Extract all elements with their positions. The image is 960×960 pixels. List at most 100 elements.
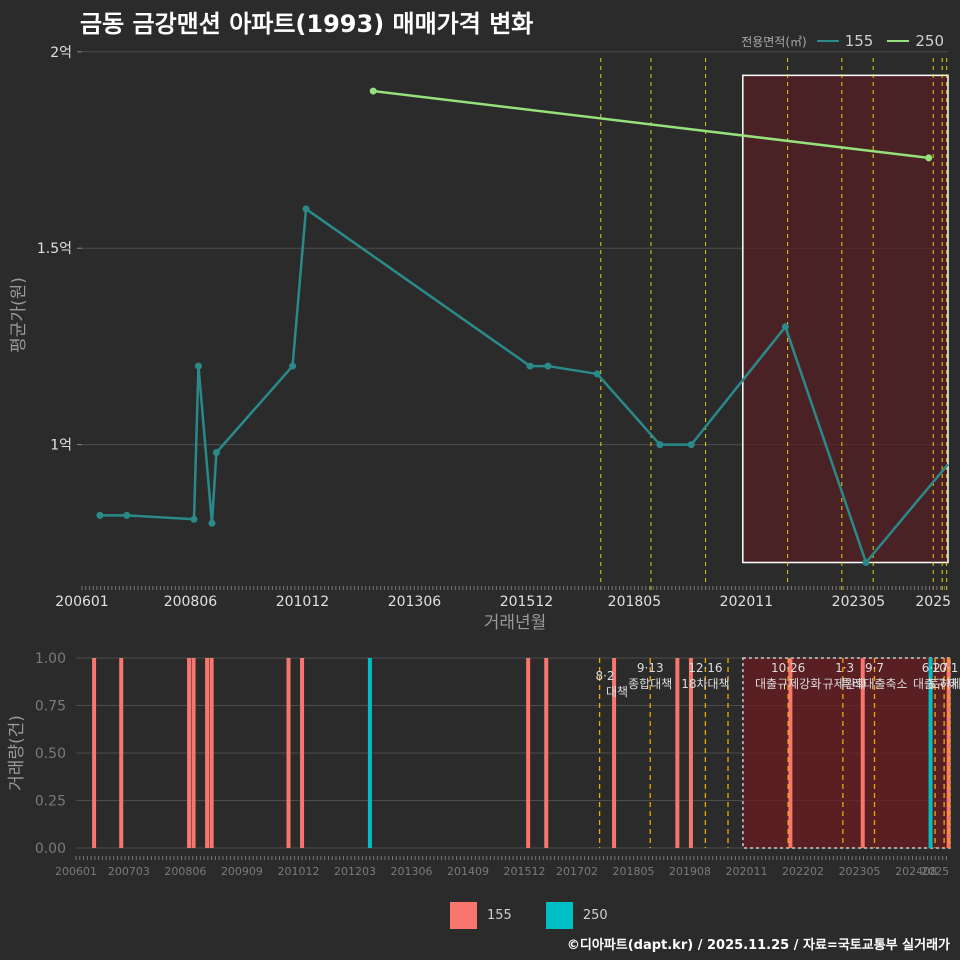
legend-swatch-250 [887,40,910,42]
data-point-155 [208,519,216,527]
bar-legend-label-155: 155 [487,908,512,923]
bar-y-tick-label: 0.50 [35,746,66,762]
bar-155 [187,658,192,848]
policy-name-label: 토허제 [928,677,960,691]
x-tick-label: 200601 [55,594,108,610]
data-point-155 [781,323,789,331]
bar-highlight-region [742,657,951,849]
line-legend: 전용면적(㎡) 155 250 [741,32,952,50]
bar-155 [612,658,617,848]
legend-title: 전용면적(㎡) [741,34,807,49]
x-tick-label: 200806 [164,594,218,610]
x-tick-label: 201306 [388,594,442,610]
bar-legend-label-250: 250 [582,908,608,923]
bar-legend-swatch-250 [545,902,573,929]
data-point-155 [96,511,104,519]
bar-155 [209,658,214,848]
data-point-155 [302,205,310,213]
bar-x-tick-label: 200703 [108,865,150,878]
bar-y-tick-label: 0.25 [35,794,66,810]
footer-credit: ©디아파트(dapt.kr) / 2025.11.25 / 자료=국토교통부 실… [566,938,950,953]
data-point-155 [212,449,220,456]
bar-155 [544,658,549,848]
y-tick-label: 1.5억 [37,241,72,257]
policy-name-label: 대책 [606,684,628,699]
chart-title: 금동 금강맨션 아파트(1993) 매매가격 변화 [80,10,534,38]
data-point-250 [369,87,377,95]
bar-155 [526,658,531,848]
data-point-155 [656,441,664,449]
policy-date-label: 10·1 [932,661,959,675]
policy-name-label: 특례대출축소 [841,677,907,691]
policy-date-label: 10·26 [771,661,805,675]
data-point-155 [289,362,297,370]
bar-y-axis-title: 거래량(건) [7,715,27,791]
policy-name-label: 대출규제 [913,677,957,691]
bar-155 [688,658,693,848]
bar-y-tick-label: 0.75 [35,699,66,715]
bar-155 [300,658,305,848]
data-point-250 [925,154,933,162]
policy-name-label: 종합대책 [628,676,672,691]
bar-155 [788,658,793,848]
bar-x-tick-label: 201203 [334,865,376,878]
bar-x-tick-label: 202011 [726,865,768,878]
data-point-155 [526,362,534,370]
bar-x-tick-label: 200909 [221,865,263,878]
policy-date-label: 1·3 [835,661,854,675]
bar-155 [191,658,196,848]
policy-name-label: 18차대책 [681,676,729,691]
x-tick-label: 201805 [608,594,661,610]
bar-x-tick-label: 200601 [55,865,97,878]
legend-label-250: 250 [915,32,944,50]
legend-label-155: 155 [844,32,874,50]
bar-155 [205,658,210,848]
data-point-155 [593,370,601,378]
bar-x-tick-label: 201306 [390,865,432,878]
bar-legend: 155 250 [450,902,608,929]
policy-date-label: 12·16 [688,661,722,675]
bar-x-tick-label: 201512 [504,865,546,878]
bar-155 [675,658,680,848]
x-tick-label: 2025 [915,594,951,610]
bar-x-tick-label: 201702 [556,865,598,878]
bar-x-tick-label: 200806 [164,865,206,878]
bar-250 [928,658,933,848]
data-point-155 [194,362,202,370]
data-point-155 [544,362,552,370]
x-tick-label: 201512 [500,594,553,610]
policy-date-label: 9·13 [637,661,664,675]
series-line-155 [99,207,949,564]
bar-155 [119,658,124,848]
bar-250 [367,658,372,848]
series-line-250 [373,89,929,160]
x-tick-label: 202011 [720,594,773,610]
bar-x-tick-label: 201409 [447,865,489,878]
policy-name-label: 규제완화 [823,677,867,691]
legend-swatch-155 [816,40,839,42]
x-axis-title: 거래년월 [484,613,547,633]
x-tick-label: 201012 [276,594,329,610]
y-axis-title: 평균가(원) [9,277,29,353]
policy-date-label: 6·27 [922,661,949,675]
y-tick-label: 2억 [50,45,72,61]
x-tick-label: 202305 [832,594,885,610]
bar-x-tick-label: 201012 [277,865,319,878]
bar-x-tick-label: 202408 [895,865,937,878]
bar-y-tick-label: 0.00 [35,841,66,857]
policy-date-label: 9·7 [865,661,884,675]
data-point-155 [862,559,870,566]
bar-155 [92,658,97,848]
bar-x-tick-label: 201908 [669,865,711,878]
policy-date-label: 8·2 [595,669,614,683]
data-point-155 [123,511,131,519]
bar-x-tick-label: 2025 [921,865,949,878]
bar-y-tick-label: 1.00 [35,651,66,667]
data-point-155 [687,441,695,449]
bar-x-tick-label: 201805 [612,865,654,878]
policy-name-label: 대출규제강화 [755,677,821,691]
bar-155 [286,658,291,848]
bar-legend-swatch-155 [450,902,477,929]
bar-x-tick-label: 202305 [839,865,881,878]
